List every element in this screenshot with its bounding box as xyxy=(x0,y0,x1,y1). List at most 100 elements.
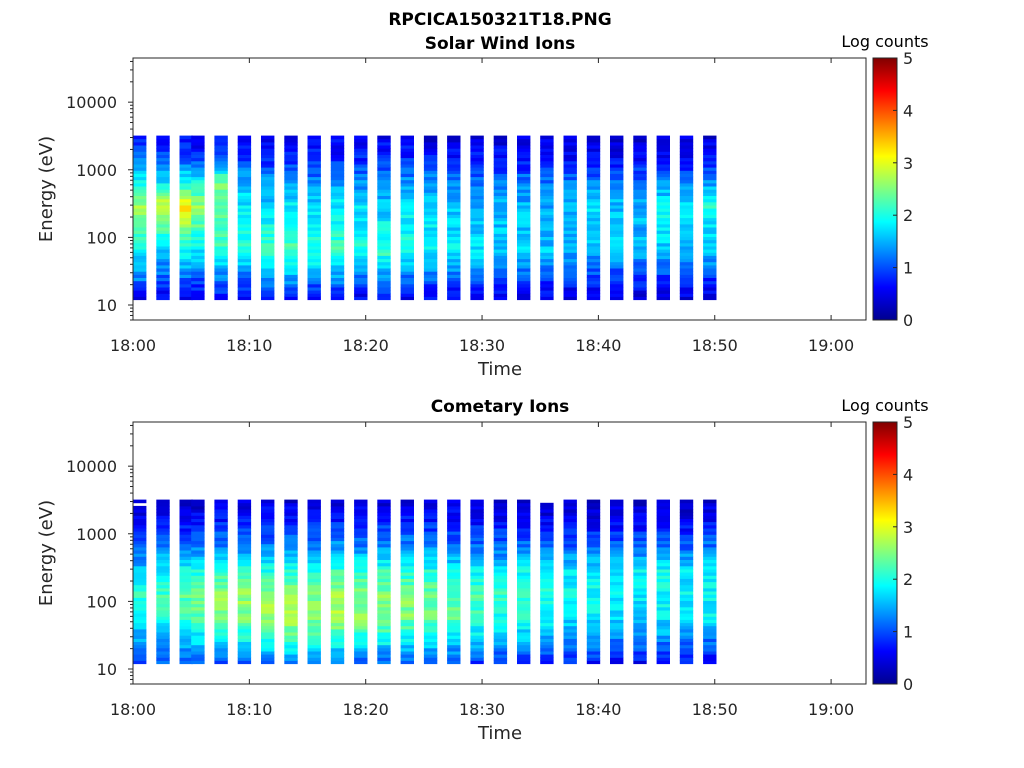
heatmap-cell xyxy=(214,575,228,579)
heatmap-cell xyxy=(656,556,670,560)
heatmap-cell xyxy=(470,531,484,535)
heatmap-cell xyxy=(493,528,508,532)
heatmap-cell xyxy=(679,610,694,614)
heatmap-cell xyxy=(656,182,670,187)
heatmap-cell xyxy=(400,543,414,548)
heatmap-cell xyxy=(330,293,345,297)
heatmap-cell xyxy=(610,603,624,608)
heatmap-cell xyxy=(214,619,228,624)
heatmap-cell xyxy=(354,186,368,190)
heatmap-cell xyxy=(156,287,170,291)
heatmap-cell xyxy=(586,537,601,542)
heatmap-cell xyxy=(237,581,252,586)
heatmap-cell xyxy=(354,208,368,212)
heatmap-cell xyxy=(354,581,368,586)
heatmap-cell xyxy=(191,283,205,288)
heatmap-cell xyxy=(237,515,252,519)
heatmap-cell xyxy=(610,287,624,291)
heatmap-cell xyxy=(400,220,414,225)
heatmap-cell xyxy=(563,173,577,178)
heatmap-cell xyxy=(447,249,461,253)
heatmap-cell xyxy=(586,230,601,234)
heatmap-cell xyxy=(610,154,624,159)
heatmap-cell xyxy=(679,597,694,601)
heatmap-cell xyxy=(156,138,170,143)
heatmap-cell xyxy=(610,264,624,269)
heatmap-cell xyxy=(470,258,484,263)
heatmap-cell xyxy=(703,524,717,529)
heatmap-cell xyxy=(540,531,554,535)
heatmap-cell xyxy=(191,230,205,234)
heatmap-cell xyxy=(540,293,554,297)
heatmap-cell xyxy=(354,600,368,605)
heatmap-cell xyxy=(261,179,275,184)
heatmap-cell xyxy=(237,242,252,247)
heatmap-cell xyxy=(493,138,508,143)
heatmap-cell xyxy=(540,622,554,627)
heatmap-cell xyxy=(214,239,228,244)
heatmap-cell xyxy=(423,587,438,592)
heatmap-cell xyxy=(191,505,205,510)
heatmap-cell xyxy=(679,249,694,253)
heatmap-cell xyxy=(423,208,438,212)
heatmap-cell xyxy=(400,550,414,554)
heatmap-cell xyxy=(400,578,414,583)
heatmap-cell xyxy=(330,151,345,155)
heatmap-cell xyxy=(307,509,321,513)
heatmap-cell xyxy=(493,252,508,256)
heatmap-cell xyxy=(156,252,170,256)
heatmap-cell xyxy=(633,632,647,636)
heatmap-cell xyxy=(493,236,508,241)
heatmap-cell xyxy=(586,205,601,209)
heatmap-cell xyxy=(284,170,298,174)
heatmap-cell xyxy=(656,654,670,658)
heatmap-cell xyxy=(447,227,461,231)
heatmap-cell xyxy=(679,559,694,564)
heatmap-cell xyxy=(214,543,228,548)
heatmap-cell xyxy=(261,622,275,627)
heatmap-cell xyxy=(447,287,461,291)
heatmap-cell xyxy=(633,584,647,589)
heatmap-cell xyxy=(540,635,554,639)
heatmap-cell xyxy=(354,173,368,178)
heatmap-cell xyxy=(133,569,147,573)
heatmap-cell xyxy=(237,559,252,564)
heatmap-cell xyxy=(377,619,391,624)
heatmap-cell xyxy=(517,268,531,272)
heatmap-cell xyxy=(540,562,554,567)
heatmap-cell xyxy=(330,622,345,627)
heatmap-cell xyxy=(156,559,170,564)
heatmap-cell xyxy=(237,622,252,627)
heatmap-cell xyxy=(237,293,252,297)
heatmap-cell xyxy=(307,591,321,595)
heatmap-cell xyxy=(586,622,601,627)
heatmap-cell xyxy=(493,610,508,614)
scan-column xyxy=(447,135,461,301)
heatmap-cell xyxy=(284,553,298,557)
y-tick-label: 1000 xyxy=(76,161,117,180)
heatmap-cell xyxy=(377,135,391,140)
heatmap-cell xyxy=(470,283,484,288)
heatmap-cell xyxy=(633,135,647,140)
heatmap-cell xyxy=(610,170,624,174)
heatmap-cell xyxy=(423,524,438,529)
heatmap-cell xyxy=(179,164,193,168)
heatmap-cell xyxy=(563,591,577,595)
heatmap-cell xyxy=(679,239,694,244)
heatmap-cell xyxy=(656,584,670,589)
heatmap-cell xyxy=(703,660,717,665)
heatmap-cell xyxy=(156,154,170,159)
heatmap-cell xyxy=(633,531,647,535)
heatmap-cell xyxy=(261,587,275,592)
heatmap-cell xyxy=(540,192,554,196)
heatmap-cell xyxy=(703,173,717,178)
heatmap-cell xyxy=(633,141,647,146)
heatmap-cell xyxy=(156,584,170,589)
heatmap-cell xyxy=(610,559,624,564)
heatmap-cell xyxy=(400,559,414,564)
heatmap-cell xyxy=(330,581,345,586)
heatmap-cell xyxy=(703,550,717,554)
heatmap-cell xyxy=(447,613,461,617)
heatmap-cell xyxy=(330,502,345,507)
heatmap-cell xyxy=(377,217,391,222)
